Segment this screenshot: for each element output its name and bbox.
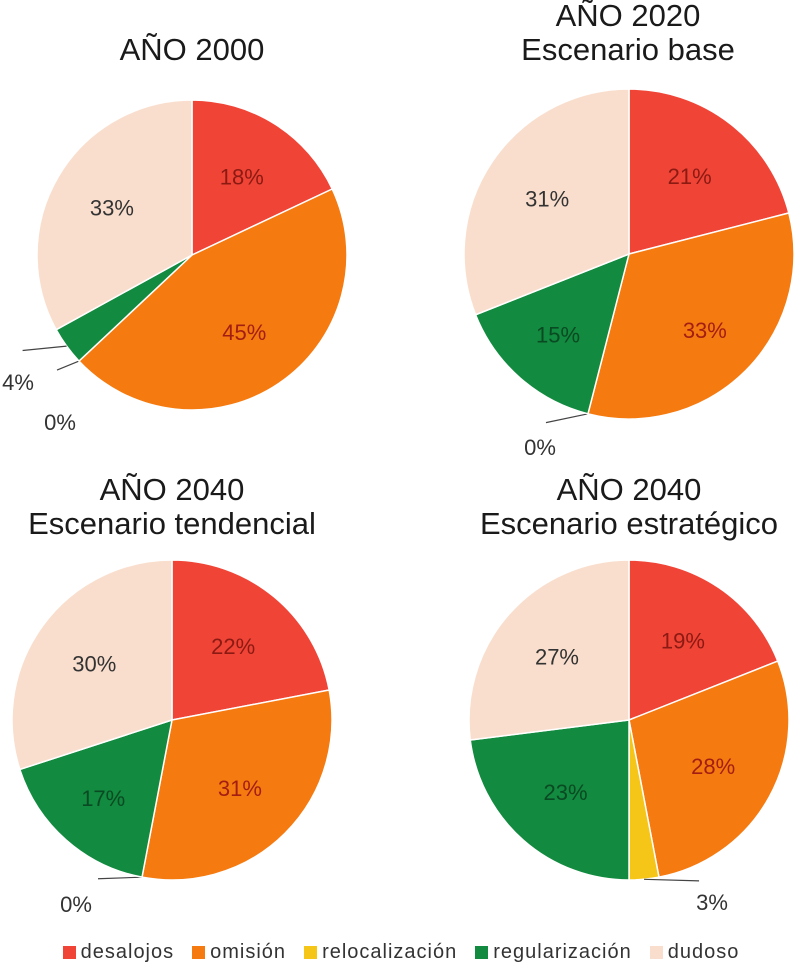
data-label: 31% <box>218 776 262 801</box>
slice-regularizacin <box>18 718 173 879</box>
legend-item: regularización <box>475 941 632 964</box>
data-label: 33% <box>683 318 727 343</box>
legend-item: dudoso <box>649 940 740 964</box>
data-label: 21% <box>668 164 712 189</box>
slice-desalojos <box>171 559 331 721</box>
pie-chart-1: AÑO 2000 18% 45% 0% 4% 33% <box>2 32 348 435</box>
slice-omisin <box>141 689 333 881</box>
data-label: 22% <box>211 634 255 659</box>
data-label: 27% <box>535 645 579 670</box>
legend-label: regularización <box>493 940 632 963</box>
leader-line <box>22 345 67 352</box>
data-label: 18% <box>220 164 264 189</box>
leader-line <box>545 413 589 424</box>
leader-line <box>97 876 143 880</box>
legend-item: relocalización <box>304 941 457 964</box>
leader-line <box>56 360 80 371</box>
chart-title: Escenario tendencial <box>28 506 316 541</box>
slice-omisin <box>628 660 790 879</box>
data-label: 45% <box>222 320 266 345</box>
legend-item: omisión <box>192 941 286 964</box>
data-label: 19% <box>661 629 705 654</box>
data-label: 0% <box>60 892 92 917</box>
slice-dudoso <box>11 559 173 771</box>
data-label: 28% <box>691 754 735 779</box>
slice-desalojos <box>628 88 790 255</box>
data-label: 4% <box>2 370 34 395</box>
data-label: 0% <box>524 435 556 460</box>
legend-item: desalojos <box>62 940 175 964</box>
leader-line <box>644 878 700 882</box>
slice-dudoso <box>36 99 193 331</box>
data-label: 31% <box>525 186 569 211</box>
legend-swatch <box>649 945 663 959</box>
slice-omisin <box>587 212 795 420</box>
legend-label: relocalización <box>322 940 458 963</box>
slice-regularizacin <box>474 252 631 415</box>
legend-label: omisión <box>210 940 287 963</box>
data-label: 3% <box>696 890 728 915</box>
legend-swatch <box>192 945 206 959</box>
slice-dudoso <box>468 559 630 741</box>
data-label: 17% <box>81 786 125 811</box>
slice-desalojos <box>628 559 779 722</box>
chart-title: AÑO 2000 <box>120 32 265 67</box>
legend-swatch <box>62 945 76 959</box>
data-label: 0% <box>44 410 76 435</box>
slice-omisin <box>77 188 348 411</box>
chart-legend: desalojos omisión relocalización regulariza… <box>0 938 802 966</box>
data-label: 33% <box>90 196 134 221</box>
chart-title: AÑO 2040 <box>100 472 245 507</box>
slice-desalojos <box>191 99 334 257</box>
legend-label: dudoso <box>667 940 740 963</box>
legend-swatch <box>475 945 489 959</box>
slice-dudoso <box>463 88 630 316</box>
legend-label: desalojos <box>80 940 175 963</box>
slice-regularizacin <box>469 719 630 881</box>
data-label: 23% <box>543 780 587 805</box>
data-label: 30% <box>72 652 116 677</box>
chart-title: AÑO 2040 <box>557 472 702 507</box>
chart-title: AÑO 2020 <box>556 0 701 33</box>
chart-title: Escenario estratégico <box>480 506 778 541</box>
data-label: 15% <box>536 322 580 347</box>
legend-swatch <box>304 945 318 959</box>
chart-title: Escenario base <box>521 32 735 67</box>
